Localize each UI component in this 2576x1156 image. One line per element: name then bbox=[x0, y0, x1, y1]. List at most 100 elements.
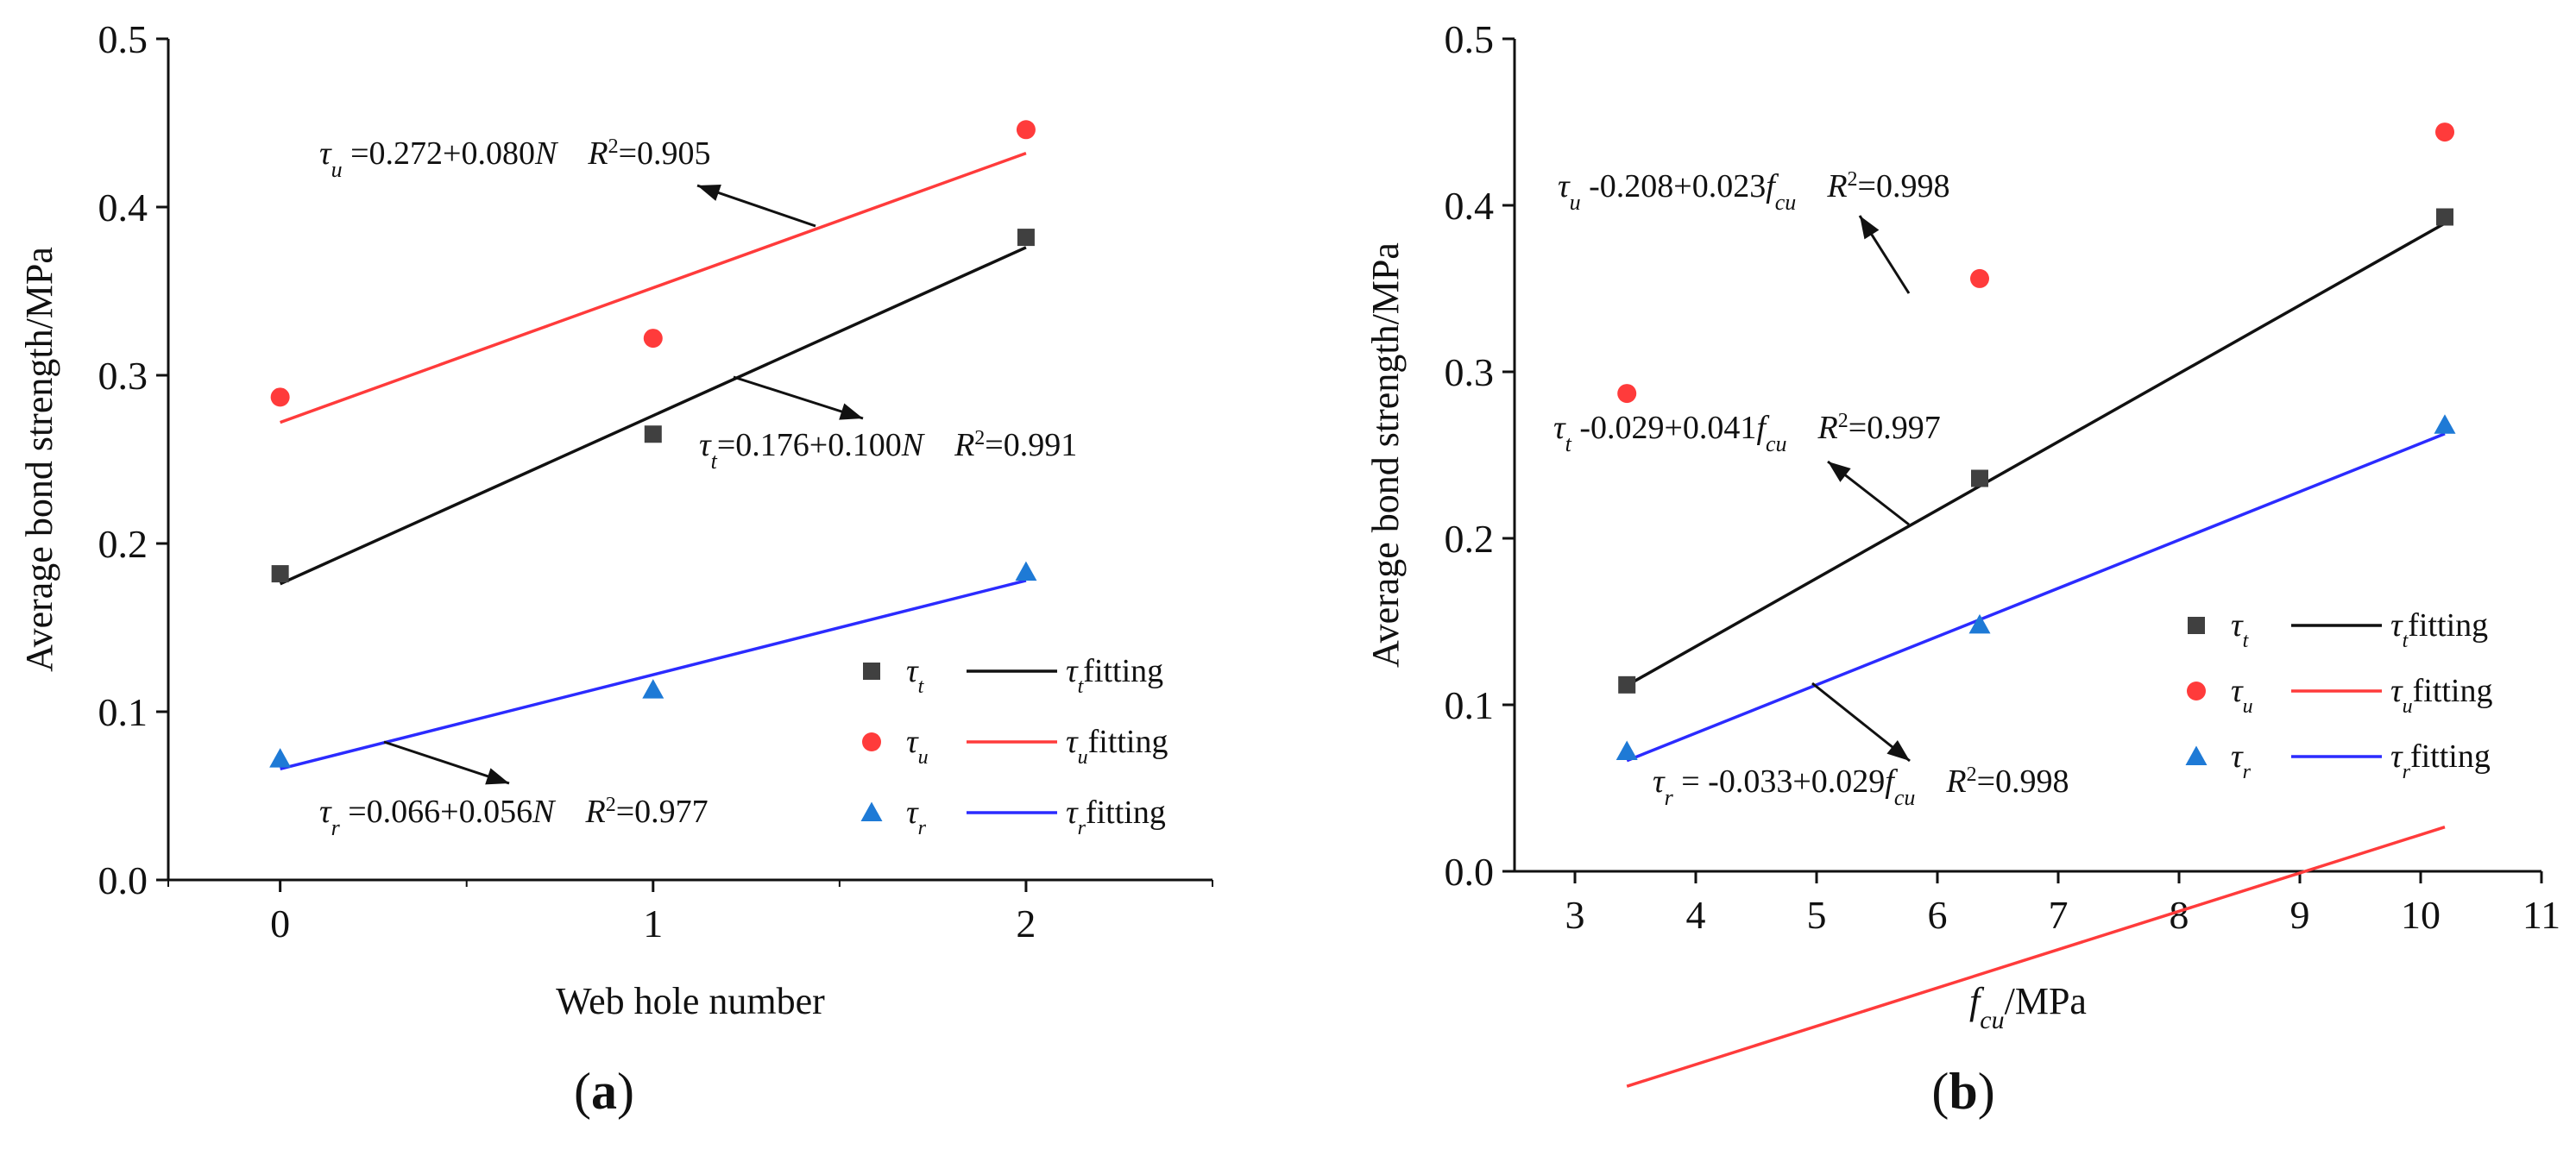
legend-tau-sub: u bbox=[2243, 695, 2253, 718]
x-tick-label: 2 bbox=[1016, 902, 1036, 946]
data-point-u bbox=[1617, 384, 1637, 404]
x-tick-label: 6 bbox=[1928, 893, 1948, 937]
panel-letter: a bbox=[591, 1063, 617, 1120]
data-point-r bbox=[1968, 613, 1991, 634]
data-point-t bbox=[1971, 469, 1988, 487]
y-tick-label: 0.3 bbox=[1445, 350, 1495, 394]
y-tick-label: 0.4 bbox=[1445, 184, 1495, 228]
equation-tau-sub: r bbox=[1665, 785, 1674, 810]
y-tick-label: 0.2 bbox=[1445, 517, 1495, 561]
data-point-t bbox=[644, 425, 662, 443]
legend-tau: τ bbox=[1066, 724, 1079, 760]
annotation-arrow-head bbox=[1828, 462, 1851, 482]
legend-fitting-word: fitting bbox=[1086, 795, 1166, 831]
equation-r: R bbox=[954, 427, 974, 463]
legend-fitting-word: fitting bbox=[1083, 653, 1163, 689]
equation-r-sup: 2 bbox=[1967, 763, 1977, 786]
y-tick-label: 0.0 bbox=[1445, 850, 1495, 894]
equation-tau-sub: u bbox=[331, 157, 343, 182]
legend-fit-label: τtfitting bbox=[1066, 653, 1163, 698]
equation-var: N bbox=[534, 135, 559, 172]
legend-tau-sub: u bbox=[2403, 695, 2413, 718]
legend-tau-sub: t bbox=[2243, 630, 2250, 652]
legend-tau: τ bbox=[906, 724, 919, 760]
equation-tau: τ bbox=[1553, 410, 1566, 446]
annotation-arrow-head bbox=[1860, 216, 1880, 240]
legend-symbol-label: τu bbox=[906, 724, 929, 769]
annotation-arrow-head bbox=[697, 184, 721, 201]
y-tick-label: 0.5 bbox=[98, 17, 148, 61]
equation-r2: =0.977 bbox=[616, 794, 709, 830]
legend-fitting-word: fitting bbox=[1088, 724, 1168, 760]
legend-tau: τ bbox=[906, 795, 919, 831]
annotation-arrow-line bbox=[733, 375, 864, 420]
fit-equation-r: τr = -0.033+0.029fcu R2=0.998 bbox=[1653, 763, 2069, 810]
legend-symbol-label: τr bbox=[906, 795, 927, 839]
fit-equation-r: τr =0.066+0.056N R2=0.977 bbox=[319, 794, 709, 840]
data-point-r bbox=[642, 679, 664, 699]
y-tick-label: 0.5 bbox=[1445, 17, 1495, 61]
y-tick-label: 0.1 bbox=[98, 690, 148, 734]
equation-r-sup: 2 bbox=[1848, 168, 1858, 191]
x-tick-label: 7 bbox=[2049, 893, 2069, 937]
equation-r-sup: 2 bbox=[1838, 410, 1849, 432]
legend-tau-sub: u bbox=[1078, 746, 1088, 769]
equation-var: N bbox=[901, 427, 926, 463]
legend-fit-label: τrfitting bbox=[1066, 795, 1166, 839]
data-point-t bbox=[1017, 229, 1035, 247]
equation-r2: =0.998 bbox=[1858, 168, 1950, 204]
panel-paren: ( bbox=[574, 1063, 591, 1120]
x-tick-label: 10 bbox=[2401, 893, 2441, 937]
equation-tau-sub: u bbox=[1570, 190, 1581, 215]
equation-r-sup: 2 bbox=[608, 135, 619, 158]
data-point-t bbox=[271, 565, 289, 583]
legend-fitting-word: fitting bbox=[2408, 607, 2488, 644]
data-point-r bbox=[269, 748, 292, 768]
panel-a: 0.0 0.1 0.2 0.3 0.4 0.5 0 1 2 Average bond streng… bbox=[18, 17, 1213, 1120]
data-point-u bbox=[1016, 120, 1036, 140]
equation-var-sub: cu bbox=[1894, 785, 1916, 810]
x-tick-label: 9 bbox=[2290, 893, 2310, 937]
x-tick-label: 1 bbox=[643, 902, 663, 946]
data-point-u bbox=[270, 387, 290, 407]
y-axis-label: Average bond strength/MPa bbox=[18, 247, 60, 672]
equation-tau: τ bbox=[1558, 168, 1571, 204]
equation-body: -0.029+0.041 bbox=[1571, 410, 1757, 446]
legend-fit-label: τtfitting bbox=[2390, 607, 2488, 652]
legend-symbol-label: τt bbox=[2231, 607, 2250, 652]
panel-paren: ) bbox=[617, 1063, 634, 1120]
legend-tau: τ bbox=[1066, 795, 1079, 831]
equation-tau-sub: t bbox=[1565, 431, 1572, 456]
fit-line-r bbox=[1626, 432, 2446, 763]
x-tick-label: 3 bbox=[1565, 893, 1585, 937]
legend-tau-sub: t bbox=[2403, 630, 2409, 652]
equation-body: =0.066+0.056 bbox=[340, 794, 532, 830]
legend-tau-sub: r bbox=[1078, 817, 1086, 839]
panel-b: 0.0 0.1 0.2 0.3 0.4 0.5 3 4 5 6 7 8 9 10 11 Average bon… bbox=[1364, 17, 2560, 1120]
x-axis-label: fcu/MPa bbox=[1969, 980, 2087, 1034]
equation-r: R bbox=[1826, 168, 1847, 204]
annotation-arrow-head bbox=[1886, 739, 1910, 761]
equation-body: =0.272+0.080 bbox=[343, 135, 535, 172]
equation-r: R bbox=[587, 135, 608, 172]
panel-paren: ) bbox=[1978, 1063, 1995, 1120]
equation-var-sub: cu bbox=[1766, 431, 1787, 456]
equation-tau: τ bbox=[1653, 763, 1666, 800]
equation-tau-sub: t bbox=[711, 449, 718, 474]
fit-line-t bbox=[1626, 222, 2446, 688]
y-axis-label: Average bond strength/MPa bbox=[1364, 242, 1407, 668]
y-tick-label: 0.2 bbox=[98, 522, 148, 566]
legend-marker-u bbox=[2187, 682, 2206, 701]
panel-label: (b) bbox=[1931, 1063, 1994, 1120]
y-tick-label: 0.0 bbox=[98, 858, 148, 902]
legend-tau: τ bbox=[2231, 738, 2244, 775]
data-point-u bbox=[643, 329, 663, 349]
legend-marker-r bbox=[860, 801, 883, 821]
equation-var-sub: cu bbox=[1775, 190, 1797, 215]
data-point-t bbox=[1618, 675, 1636, 694]
data-point-r bbox=[2434, 414, 2456, 434]
legend-tau: τ bbox=[1066, 653, 1079, 689]
equation-r2: =0.905 bbox=[619, 135, 711, 172]
x-tick-label: 11 bbox=[2522, 893, 2560, 937]
legend-marker-t bbox=[863, 663, 880, 680]
